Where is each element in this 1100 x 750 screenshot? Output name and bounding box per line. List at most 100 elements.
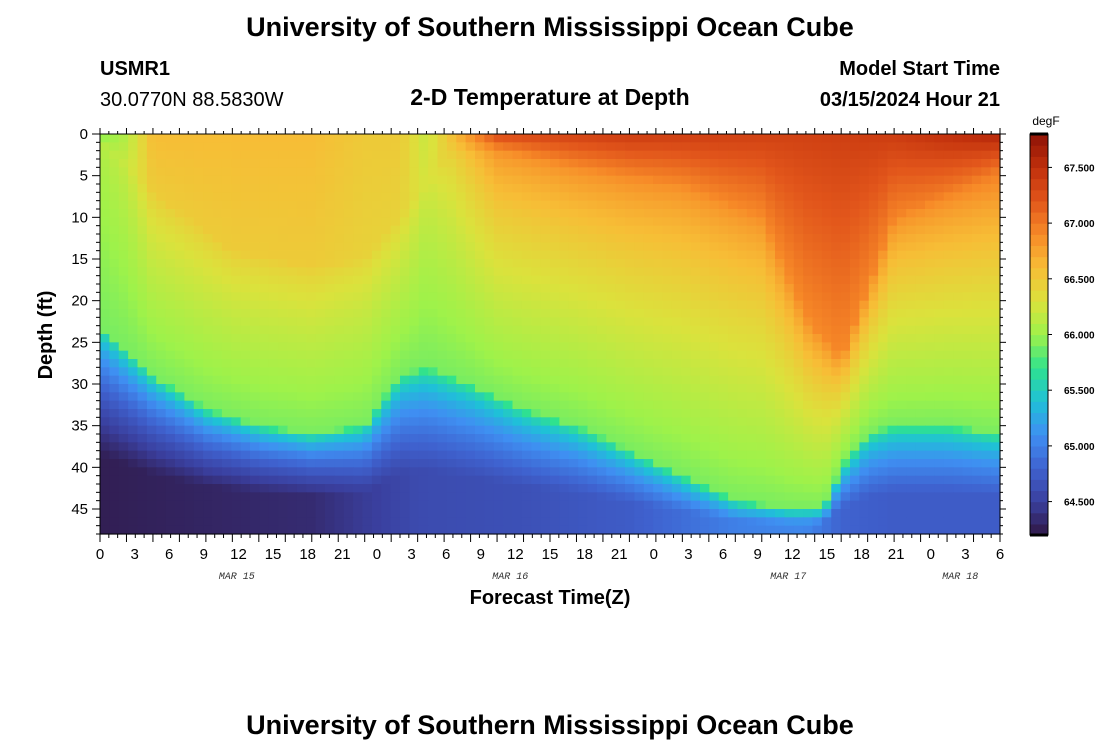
heatmap-cell bbox=[728, 192, 739, 202]
heatmap-cell bbox=[146, 217, 157, 227]
heatmap-cell bbox=[925, 459, 935, 468]
heatmap-cell bbox=[784, 475, 795, 485]
heatmap-cell bbox=[456, 442, 467, 452]
heatmap-cell bbox=[840, 192, 851, 202]
heatmap-cell bbox=[981, 267, 992, 277]
heatmap-cell bbox=[559, 142, 570, 152]
heatmap-cell bbox=[971, 492, 982, 502]
heatmap-cell bbox=[512, 267, 523, 277]
heatmap-cell bbox=[981, 484, 992, 493]
heatmap-cell bbox=[137, 242, 148, 252]
heatmap-cell bbox=[100, 134, 110, 143]
heatmap-cell bbox=[325, 150, 335, 160]
heatmap-cell bbox=[925, 417, 935, 427]
heatmap-cell bbox=[334, 442, 345, 452]
heatmap-cell bbox=[109, 359, 120, 368]
heatmap-cell bbox=[906, 350, 917, 360]
heatmap-cell bbox=[371, 417, 382, 427]
heatmap-cell bbox=[634, 450, 645, 460]
heatmap-cell bbox=[465, 450, 476, 460]
heatmap-cell bbox=[484, 375, 495, 385]
heatmap-cell bbox=[259, 242, 270, 252]
heatmap-cell bbox=[428, 225, 439, 235]
heatmap-cell bbox=[746, 209, 757, 218]
heatmap-cell bbox=[456, 325, 467, 335]
heatmap-cell bbox=[821, 375, 832, 385]
heatmap-cell bbox=[203, 417, 214, 427]
heatmap-cell bbox=[793, 225, 804, 235]
heatmap-cell bbox=[878, 392, 889, 402]
heatmap-cell bbox=[493, 359, 504, 368]
heatmap-cell bbox=[821, 434, 832, 443]
heatmap-cell bbox=[493, 475, 504, 485]
heatmap-cell bbox=[559, 484, 570, 493]
heatmap-cell bbox=[831, 375, 842, 385]
heatmap-cell bbox=[756, 459, 767, 468]
heatmap-cell bbox=[503, 134, 514, 143]
heatmap-cell bbox=[371, 459, 382, 468]
heatmap-cell bbox=[240, 167, 251, 177]
heatmap-cell bbox=[896, 375, 907, 385]
heatmap-cell bbox=[165, 492, 176, 502]
heatmap-cell bbox=[587, 192, 598, 202]
heatmap-cell bbox=[512, 425, 523, 435]
heatmap-cell bbox=[334, 525, 345, 535]
heatmap-cell bbox=[315, 209, 326, 218]
heatmap-cell bbox=[268, 200, 279, 210]
heatmap-cell bbox=[700, 267, 710, 277]
heatmap-cell bbox=[296, 350, 307, 360]
heatmap-cell bbox=[831, 500, 842, 510]
heatmap-cell bbox=[109, 467, 120, 477]
heatmap-cell bbox=[625, 350, 635, 360]
heatmap-cell bbox=[765, 259, 776, 268]
heatmap-cell bbox=[381, 392, 392, 402]
heatmap-cell bbox=[250, 525, 260, 535]
heatmap-cell bbox=[793, 359, 804, 368]
heatmap-cell bbox=[231, 417, 242, 427]
heatmap-cell bbox=[653, 267, 664, 277]
heatmap-cell bbox=[559, 525, 570, 535]
heatmap-cell bbox=[859, 300, 870, 310]
heatmap-cell bbox=[803, 342, 814, 352]
heatmap-cell bbox=[456, 350, 467, 360]
heatmap-cell bbox=[531, 392, 542, 402]
heatmap-cell bbox=[700, 159, 710, 168]
heatmap-cell bbox=[971, 484, 982, 493]
heatmap-cell bbox=[812, 425, 823, 435]
heatmap-cell bbox=[925, 250, 935, 260]
heatmap-cell bbox=[662, 267, 673, 277]
heatmap-cell bbox=[240, 409, 251, 418]
heatmap-cell bbox=[906, 434, 917, 443]
heatmap-cell bbox=[409, 275, 420, 285]
heatmap-cell bbox=[109, 167, 120, 177]
heatmap-cell bbox=[231, 400, 242, 410]
heatmap-cell bbox=[906, 217, 917, 227]
heatmap-cell bbox=[184, 209, 195, 218]
heatmap-cell bbox=[118, 267, 129, 277]
heatmap-cell bbox=[550, 409, 560, 418]
heatmap-cell bbox=[484, 342, 495, 352]
heatmap-cell bbox=[268, 384, 279, 393]
heatmap-cell bbox=[343, 350, 354, 360]
heatmap-cell bbox=[437, 242, 448, 252]
heatmap-cell bbox=[193, 317, 204, 327]
heatmap-cell bbox=[962, 209, 973, 218]
heatmap-cell bbox=[465, 184, 476, 193]
heatmap-cell bbox=[475, 467, 485, 477]
heatmap-cell bbox=[343, 142, 354, 152]
y-tick-label: 30 bbox=[71, 376, 88, 393]
heatmap-cell bbox=[250, 234, 260, 243]
heatmap-cell bbox=[259, 292, 270, 302]
heatmap-cell bbox=[409, 425, 420, 435]
heatmap-cell bbox=[521, 450, 532, 460]
heatmap-cell bbox=[906, 375, 917, 385]
heatmap-cell bbox=[896, 217, 907, 227]
heatmap-cell bbox=[250, 200, 260, 210]
heatmap-cell bbox=[681, 342, 692, 352]
heatmap-cell bbox=[540, 192, 551, 202]
heatmap-cell bbox=[615, 467, 626, 477]
heatmap-cell bbox=[953, 250, 964, 260]
heatmap-cell bbox=[981, 525, 992, 535]
heatmap-cell bbox=[812, 392, 823, 402]
heatmap-cell bbox=[193, 517, 204, 527]
